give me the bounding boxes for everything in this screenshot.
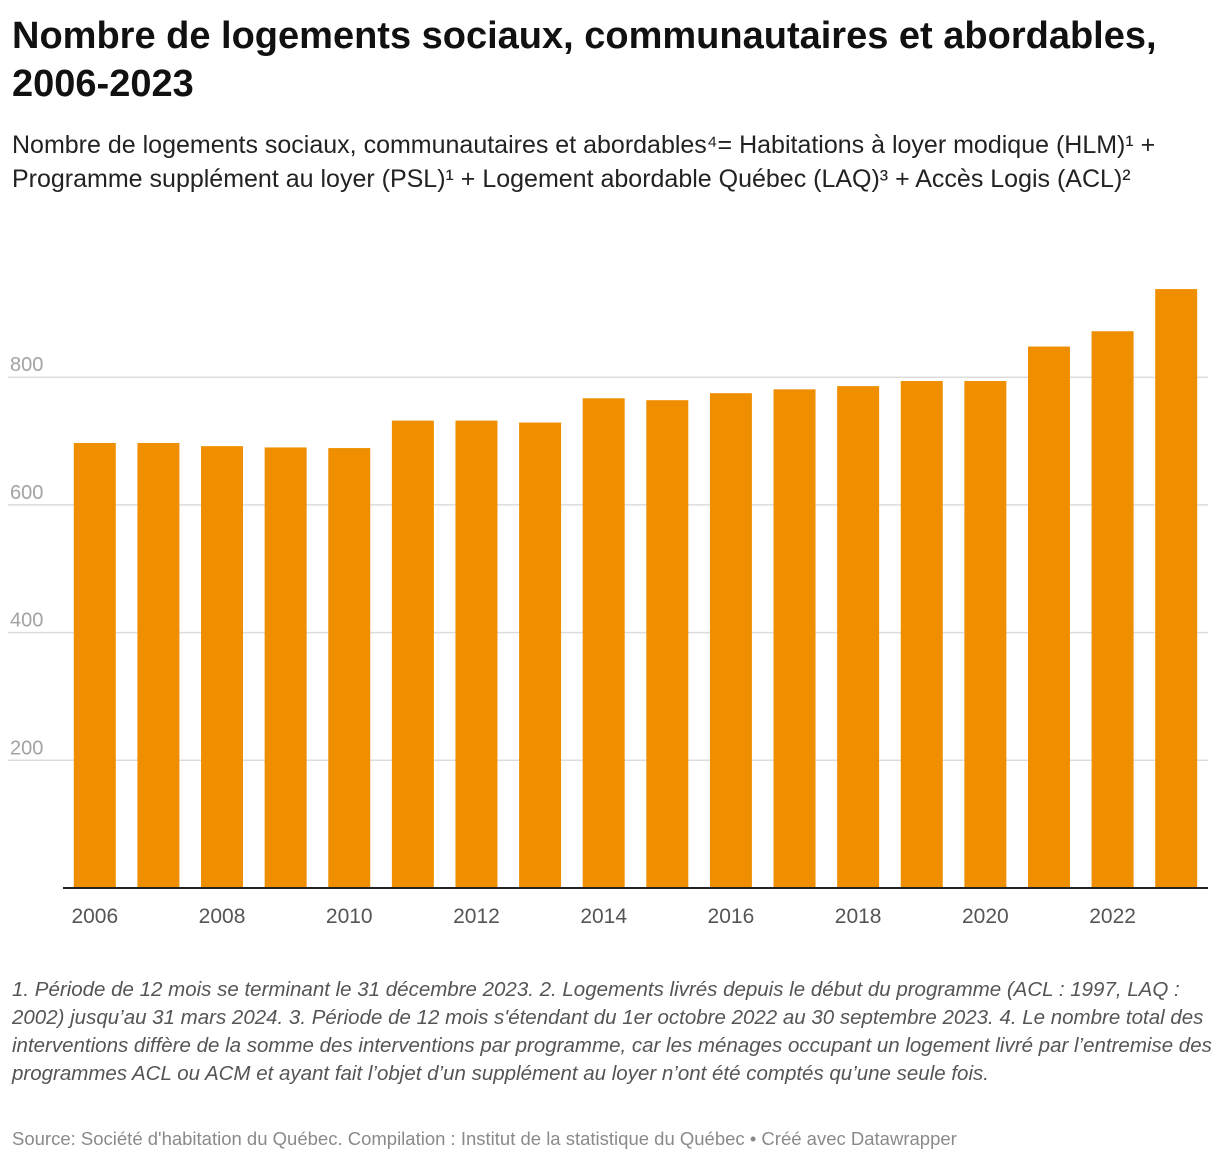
footnotes: 1. Période de 12 mois se terminant le 31… <box>12 978 1212 1085</box>
bar-2008 <box>201 446 244 888</box>
y-tick-label: 800 <box>10 354 43 376</box>
bar-2017 <box>773 389 816 888</box>
bars <box>73 289 1198 888</box>
x-tick-label: 2020 <box>962 905 1009 928</box>
bar-2006 <box>73 442 116 888</box>
bar-2012 <box>455 420 498 888</box>
y-tick-label: 200 <box>10 737 43 759</box>
bar-2013 <box>519 422 562 888</box>
bar-2018 <box>837 386 880 888</box>
x-tick-label: 2016 <box>708 905 755 928</box>
bar-2009 <box>264 447 307 888</box>
source-credit: Source: Société d'habitation du Québec. … <box>12 1128 957 1149</box>
axes: 2006 2008 2010 2012 2014 2016 2018 2020 2022 <box>63 887 1208 928</box>
bar-2011 <box>391 420 434 888</box>
x-tick-label: 2010 <box>326 905 373 928</box>
chart-title: Nombre de logements sociaux, communautai… <box>12 15 1157 105</box>
y-tick-label: 600 <box>10 482 43 504</box>
x-tick-label: 2006 <box>71 905 118 928</box>
bar-2022 <box>1091 331 1134 888</box>
x-tick-label: 2008 <box>199 905 246 928</box>
bar-2019 <box>900 381 943 888</box>
bar-2010 <box>328 448 371 888</box>
bar-2021 <box>1027 346 1070 888</box>
x-tick-label: 2014 <box>580 905 627 928</box>
bar-2023 <box>1155 289 1198 888</box>
bar-chart: 200 400 600 800 2006 2008 2010 2012 2014 2016 201… <box>8 289 1208 928</box>
bar-2014 <box>582 398 625 888</box>
bar-2007 <box>137 442 180 888</box>
bar-2016 <box>709 393 752 888</box>
chart-subtitle: Nombre de logements sociaux, communautai… <box>12 131 1156 193</box>
y-tick-label: 400 <box>10 610 43 632</box>
x-tick-label: 2018 <box>835 905 882 928</box>
x-tick-label: 2012 <box>453 905 500 928</box>
x-tick-label: 2022 <box>1089 905 1136 928</box>
bar-2015 <box>646 400 689 888</box>
bar-2020 <box>964 381 1007 888</box>
